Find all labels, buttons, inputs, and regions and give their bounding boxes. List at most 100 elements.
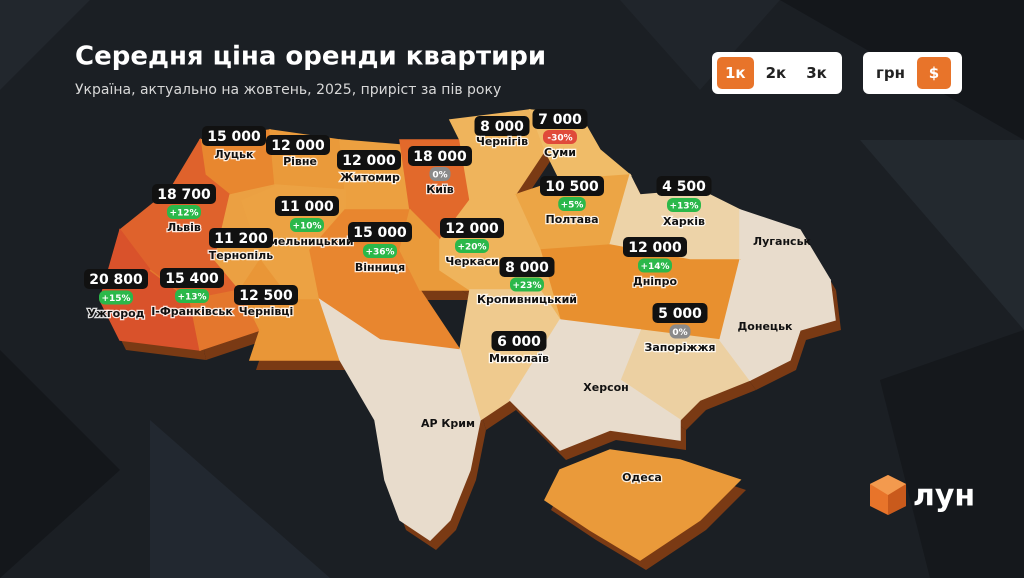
- region-name: Ужгород: [87, 307, 144, 320]
- price-badge: [656, 176, 712, 196]
- region-change: +10%: [292, 222, 321, 232]
- region-change: 0%: [432, 171, 447, 181]
- region-name: Київ: [426, 183, 453, 196]
- region-name: Одеса: [622, 471, 662, 484]
- price-badge: [202, 126, 266, 146]
- region-name: Полтава: [545, 213, 598, 226]
- region-price: 5 000: [658, 306, 702, 322]
- region: [318, 298, 481, 541]
- region-name: Рівне: [283, 155, 317, 168]
- price-badge: [408, 146, 472, 166]
- currency-option[interactable]: грн: [876, 64, 905, 82]
- region-price: 8 000: [505, 260, 549, 276]
- region-price: 20 800: [89, 272, 143, 288]
- region-change: +15%: [101, 294, 130, 304]
- region: [719, 258, 836, 381]
- region: [509, 319, 681, 451]
- price-badge: [348, 222, 412, 242]
- price-badge: [266, 135, 330, 155]
- rooms-option[interactable]: 1к: [717, 57, 754, 89]
- price-badge: [209, 228, 273, 248]
- price-badge: [234, 285, 298, 305]
- region-name: Львів: [167, 221, 201, 234]
- price-badge: [337, 150, 401, 170]
- change-badge: [543, 130, 577, 144]
- price-badge: [152, 184, 216, 204]
- change-badge: [667, 198, 701, 212]
- region-price: 12 000: [342, 153, 396, 169]
- region: [544, 449, 742, 561]
- region-price: 10 500: [545, 179, 599, 195]
- region-change: 0%: [672, 328, 687, 338]
- change-badge: [455, 239, 489, 253]
- region-name: Запоріжжя: [645, 341, 716, 354]
- change-badge: [363, 244, 397, 258]
- price-badge: [652, 303, 708, 323]
- region-price: 12 000: [271, 138, 325, 154]
- region-price: 6 000: [497, 334, 541, 350]
- region-change: +36%: [365, 248, 394, 258]
- region-price: 12 000: [445, 221, 499, 237]
- title: Середня ціна оренди квартири: [75, 42, 546, 72]
- region-name: Миколаїв: [489, 352, 549, 365]
- price-badge: [532, 109, 588, 129]
- rooms-option[interactable]: 3к: [806, 64, 827, 82]
- change-badge: [558, 197, 586, 211]
- region-name: Чернівці: [239, 305, 293, 318]
- region-price: 11 200: [214, 231, 268, 247]
- change-badge: [638, 258, 672, 273]
- region-name: Донецьк: [738, 320, 794, 333]
- price-badge: [275, 196, 339, 216]
- region-name: Херсон: [583, 381, 629, 394]
- region-name: Тернопіль: [209, 249, 273, 262]
- region-price: 15 000: [207, 129, 261, 145]
- logo: лун: [870, 475, 975, 515]
- region-name: АР Крим: [421, 417, 475, 430]
- region-name: Луцьк: [215, 148, 254, 161]
- region-name: Житомир: [340, 171, 400, 184]
- price-badge: [160, 268, 224, 288]
- region-change: +5%: [561, 201, 584, 211]
- region-name: Черкаси: [445, 255, 498, 268]
- region-price: 11 000: [280, 199, 334, 215]
- change-badge: [669, 324, 691, 339]
- change-badge: [99, 290, 133, 305]
- region-price: 4 500: [662, 179, 706, 195]
- change-badge: [429, 167, 451, 181]
- region-price: 18 000: [413, 149, 467, 165]
- region-change: +13%: [177, 293, 206, 303]
- change-badge: [175, 289, 209, 303]
- region-price: 8 000: [480, 119, 524, 135]
- change-badge: [167, 205, 201, 219]
- price-badge: [623, 237, 687, 257]
- region-change: +12%: [169, 209, 198, 219]
- rooms-option[interactable]: 2к: [765, 64, 787, 82]
- region-name: Хмельницький: [260, 235, 353, 248]
- price-badge: [491, 331, 547, 351]
- region-price: 15 000: [353, 225, 407, 241]
- region-name: І-Франківськ: [151, 305, 233, 318]
- region-name: Луганськ: [753, 235, 812, 248]
- region-price: 12 500: [239, 288, 293, 304]
- brand: лун: [913, 479, 975, 514]
- currency-option[interactable]: $: [916, 57, 951, 89]
- region-price: 7 000: [538, 112, 582, 128]
- price-badge: [84, 269, 148, 289]
- price-badge: [474, 116, 530, 136]
- region-name: Дніпро: [633, 275, 678, 288]
- region-change: -30%: [547, 134, 572, 144]
- region-price: 18 700: [157, 187, 211, 203]
- region-name: Суми: [544, 146, 576, 159]
- region-change: +20%: [457, 243, 486, 253]
- region-name: Харків: [663, 215, 705, 228]
- change-badge: [290, 218, 324, 232]
- region-price: 12 000: [628, 240, 682, 256]
- subtitle: Україна, актуально на жовтень, 2025, при…: [75, 82, 501, 98]
- region-name: Кропивницький: [477, 293, 577, 306]
- change-badge: [510, 277, 544, 292]
- region-name: Чернігів: [476, 135, 528, 148]
- currency-toggle: грн $: [863, 52, 962, 94]
